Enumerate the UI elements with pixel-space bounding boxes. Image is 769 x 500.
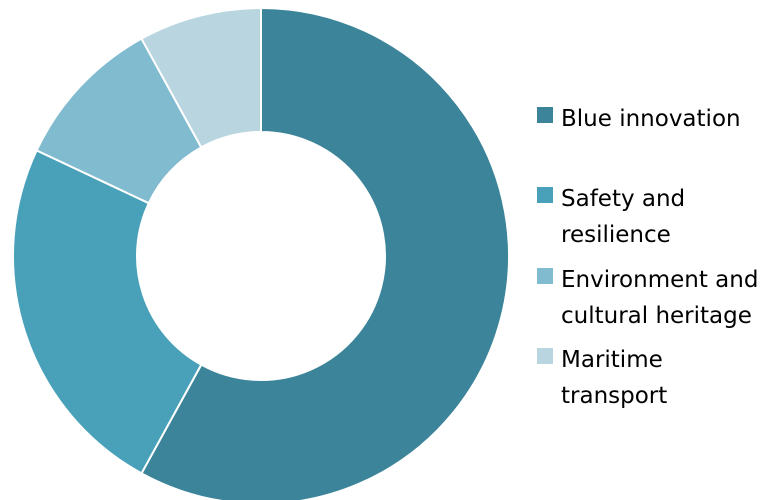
- legend-item-environment-and-cultural-heritage: Environment and cultural heritage: [537, 262, 761, 334]
- legend-swatch: [537, 107, 553, 123]
- legend-label: Maritime transport: [561, 347, 668, 409]
- donut-slice-maritime-transport: [140, 6, 262, 149]
- legend-item-maritime-transport: Maritime transport: [537, 342, 761, 414]
- legend-label: Safety and resilience: [561, 186, 686, 248]
- legend-label: Blue innovation: [561, 106, 741, 132]
- legend-label: Environment and cultural heritage: [561, 267, 759, 329]
- legend-swatch: [537, 348, 553, 364]
- donut-slice-blue-innovation: [140, 6, 510, 500]
- legend-item-blue-innovation: Blue innovation: [537, 101, 761, 137]
- legend-item-safety-and-resilience: Safety and resilience: [537, 181, 761, 253]
- donut-slice-safety-and-resilience: [12, 149, 203, 475]
- legend-swatch: [537, 268, 553, 284]
- legend-swatch: [537, 187, 553, 203]
